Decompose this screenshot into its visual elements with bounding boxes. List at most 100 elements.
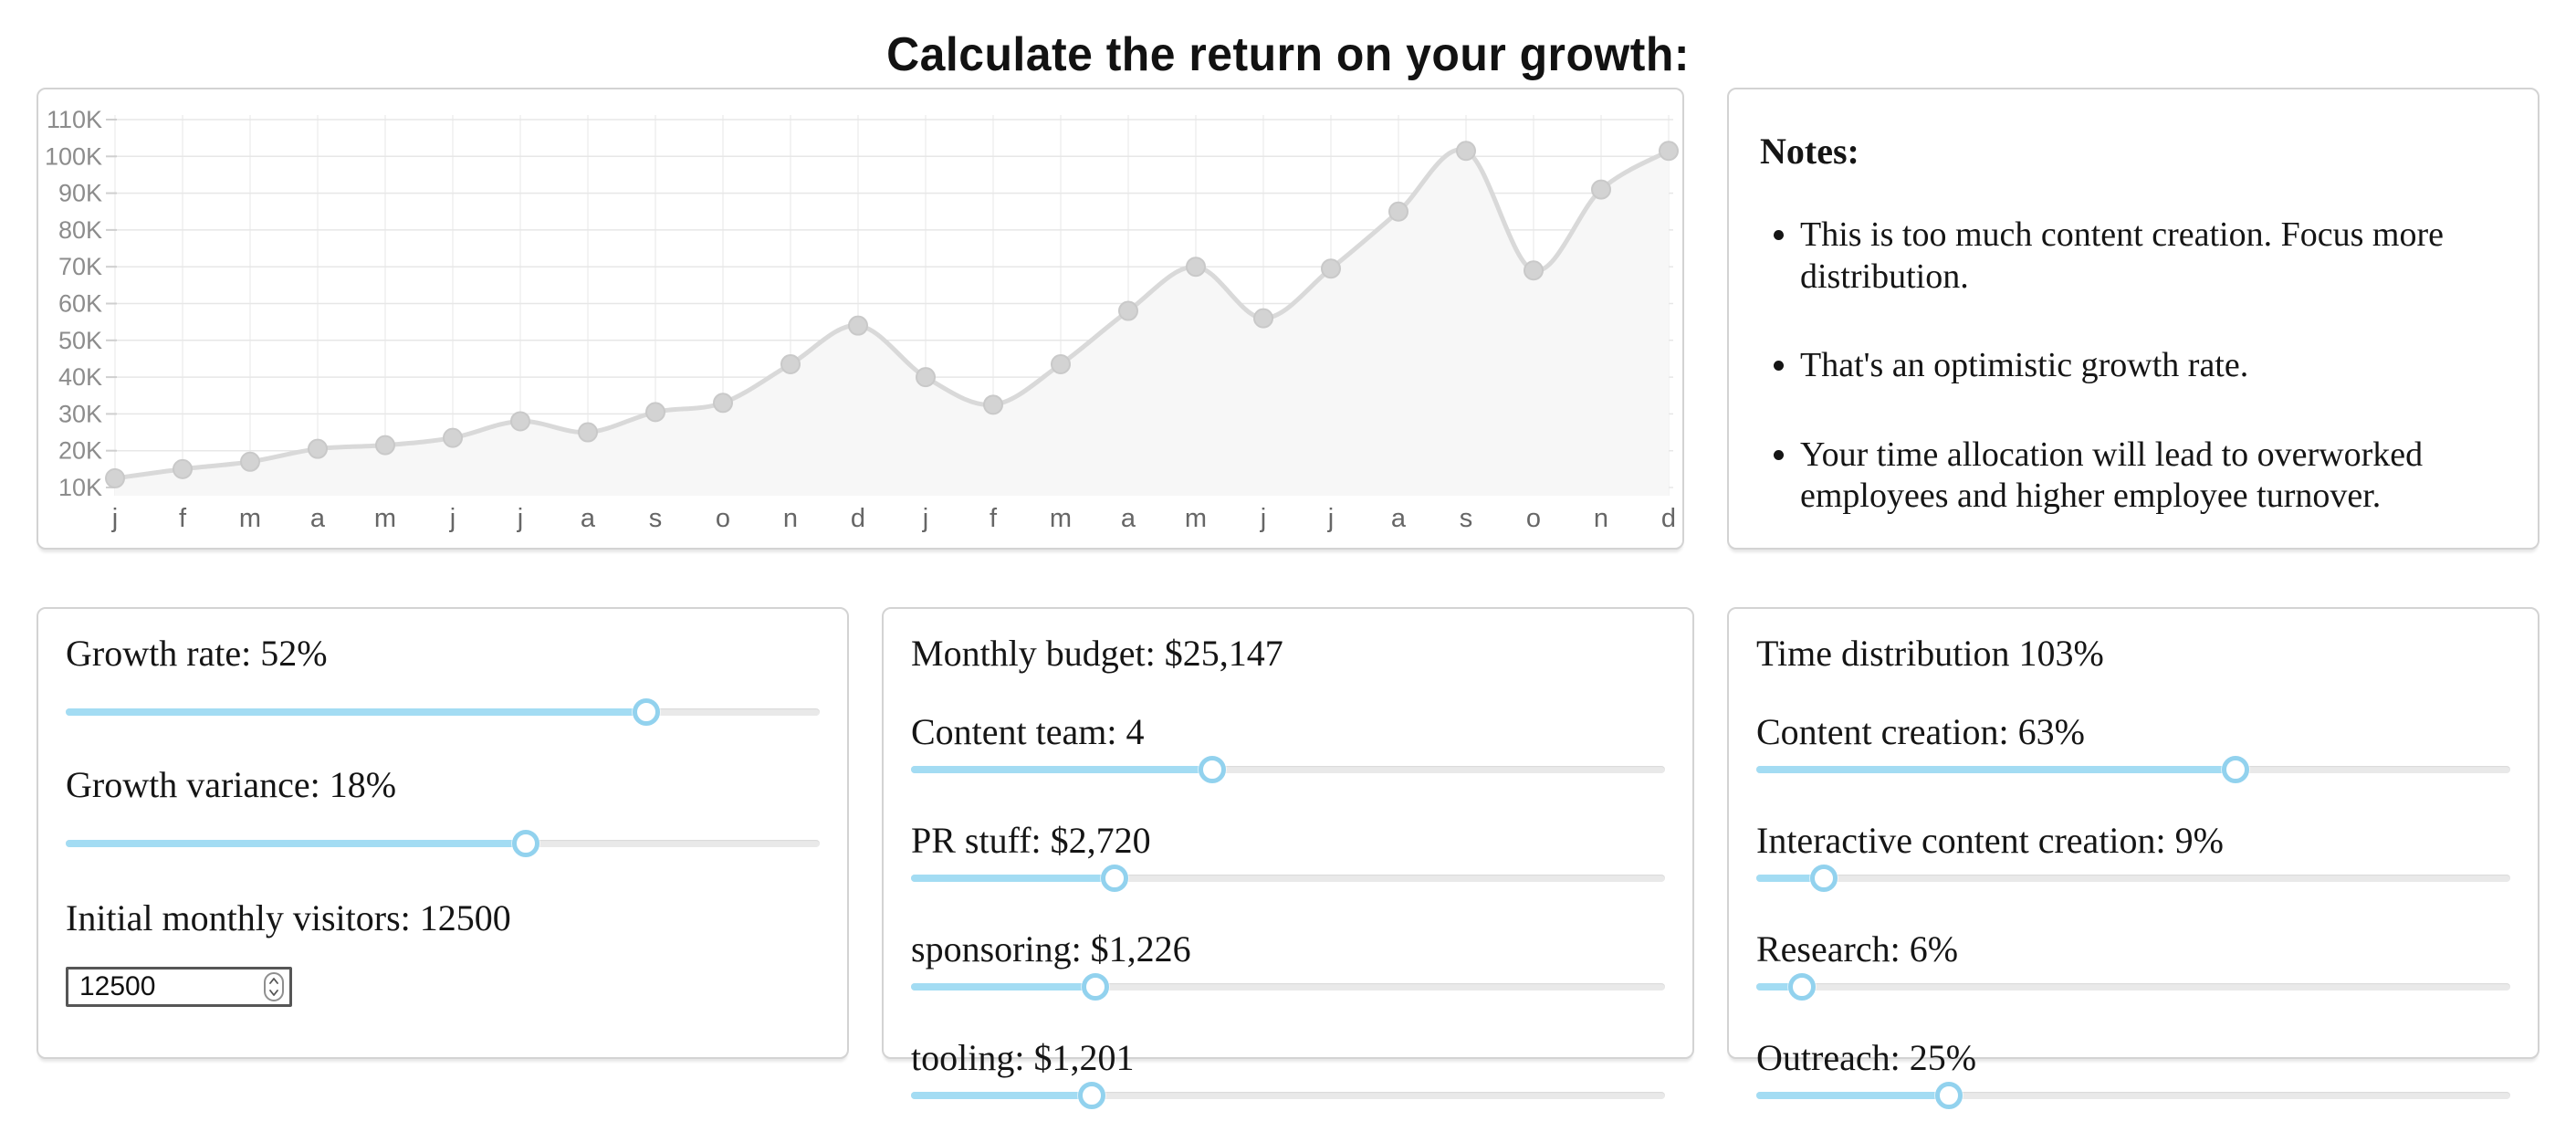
svg-text:d: d <box>851 504 865 533</box>
slider-track <box>1756 1092 2510 1099</box>
svg-text:f: f <box>990 504 998 533</box>
budget-panel: Monthly budget: $25,147 Content team: 4 … <box>882 607 1694 1109</box>
svg-text:60K: 60K <box>58 290 102 318</box>
slider-thumb[interactable] <box>633 698 661 726</box>
slider-fill <box>1756 983 1802 991</box>
initial-visitors-input[interactable] <box>66 967 292 1007</box>
growth-rate-label: Growth rate: 52% <box>66 633 328 674</box>
notes-heading: Notes: <box>1760 131 1859 172</box>
svg-text:j: j <box>111 504 118 533</box>
slider-thumb[interactable] <box>1787 973 1816 1001</box>
outreach-label: Outreach: 25% <box>1756 1037 1977 1078</box>
svg-text:j: j <box>449 504 456 533</box>
slider-thumb[interactable] <box>1078 1082 1106 1109</box>
slider-fill <box>911 875 1115 882</box>
svg-text:40K: 40K <box>58 363 102 391</box>
slider-thumb[interactable] <box>1934 1082 1963 1109</box>
time-distribution-panel: Time distribution 103% Content creation:… <box>1727 607 2539 1109</box>
content-team-label: Content team: 4 <box>911 711 1145 752</box>
svg-text:80K: 80K <box>58 216 102 244</box>
pr-stuff-label: PR stuff: $2,720 <box>911 820 1151 861</box>
research-slider[interactable] <box>1756 973 2510 1001</box>
content-creation-slider[interactable] <box>1756 756 2510 783</box>
growth-rate-slider[interactable] <box>66 698 820 726</box>
research-group: Research: 6% <box>1756 928 2510 1001</box>
interactive-content-group: Interactive content creation: 9% <box>1756 820 2510 892</box>
svg-text:j: j <box>1260 504 1266 533</box>
svg-text:o: o <box>716 504 730 533</box>
svg-text:70K: 70K <box>58 253 102 280</box>
content-team-group: Content team: 4 <box>911 711 1665 783</box>
slider-track <box>911 983 1665 991</box>
svg-text:90K: 90K <box>58 180 102 207</box>
slider-fill <box>911 983 1096 991</box>
slider-track <box>911 766 1665 773</box>
content-team-slider[interactable] <box>911 756 1665 783</box>
slider-thumb[interactable] <box>1101 865 1129 892</box>
pr-stuff-group: PR stuff: $2,720 <box>911 820 1665 892</box>
note-item: This is too much content creation. Focus… <box>1800 215 2510 298</box>
content-creation-label: Content creation: 63% <box>1756 711 2085 752</box>
pr-stuff-slider[interactable] <box>911 865 1665 892</box>
slider-fill <box>1756 875 1825 882</box>
svg-text:a: a <box>1391 504 1407 533</box>
svg-text:m: m <box>1185 504 1207 533</box>
sponsoring-slider[interactable] <box>911 973 1665 1001</box>
time-distribution-label: Time distribution 103% <box>1756 633 2104 674</box>
monthly-budget-label: Monthly budget: $25,147 <box>911 633 1283 674</box>
slider-fill <box>1756 1092 1949 1099</box>
svg-text:f: f <box>179 504 187 533</box>
svg-text:m: m <box>374 504 396 533</box>
outreach-slider[interactable] <box>1756 1082 2510 1109</box>
page-title: Calculate the return on your growth: <box>886 28 1690 81</box>
slider-track <box>1756 983 2510 991</box>
slider-thumb[interactable] <box>2221 756 2249 783</box>
growth-variance-label: Growth variance: 18% <box>66 764 397 805</box>
slider-thumb[interactable] <box>1810 865 1838 892</box>
svg-text:20K: 20K <box>58 437 102 465</box>
notes-panel: Notes: This is too much content creation… <box>1727 88 2539 550</box>
controls-row: Growth rate: 52% Growth variance: 18% In… <box>37 607 2539 1109</box>
sponsoring-label: sponsoring: $1,226 <box>911 928 1191 970</box>
svg-text:a: a <box>1121 504 1136 533</box>
svg-text:s: s <box>649 504 663 533</box>
slider-fill <box>66 840 526 847</box>
svg-text:a: a <box>310 504 326 533</box>
slider-thumb[interactable] <box>1082 973 1110 1001</box>
svg-text:50K: 50K <box>58 327 102 354</box>
growth-variance-slider[interactable] <box>66 830 820 857</box>
interactive-content-label: Interactive content creation: 9% <box>1756 820 2224 861</box>
interactive-content-slider[interactable] <box>1756 865 2510 892</box>
svg-text:m: m <box>239 504 261 533</box>
slider-fill <box>1756 766 2236 773</box>
svg-text:10K: 10K <box>58 474 102 501</box>
slider-track <box>911 875 1665 882</box>
growth-chart: 10K 20K 30K 40K 50K 60K 70K 80K 90K 100K 110K j f m a m… <box>45 106 1679 533</box>
number-stepper[interactable] <box>264 972 284 1001</box>
svg-text:j: j <box>1327 504 1334 533</box>
stepper-up-down-icon <box>269 978 278 996</box>
content-creation-group: Content creation: 63% <box>1756 711 2510 783</box>
top-row: 10K 20K 30K 40K 50K 60K 70K 80K 90K 100K 110K j f m a m… <box>37 88 2539 550</box>
sponsoring-group: sponsoring: $1,226 <box>911 928 1665 1001</box>
svg-text:s: s <box>1460 504 1473 533</box>
svg-text:n: n <box>1594 504 1608 533</box>
slider-track <box>1756 875 2510 882</box>
slider-thumb[interactable] <box>1199 756 1227 783</box>
tooling-slider[interactable] <box>911 1082 1665 1109</box>
svg-text:n: n <box>783 504 798 533</box>
slider-fill <box>911 766 1213 773</box>
growth-settings-panel: Growth rate: 52% Growth variance: 18% In… <box>37 607 849 1059</box>
tooling-group: tooling: $1,201 <box>911 1037 1665 1109</box>
slider-thumb[interactable] <box>511 830 539 857</box>
slider-fill <box>911 1092 1093 1099</box>
research-label: Research: 6% <box>1756 928 1959 970</box>
initial-visitors-input-wrap <box>66 967 292 1007</box>
slider-fill <box>66 708 647 716</box>
svg-text:j: j <box>922 504 928 533</box>
note-item: Your time allocation will lead to overwo… <box>1800 435 2510 518</box>
slider-track <box>911 1092 1665 1099</box>
svg-text:o: o <box>1526 504 1541 533</box>
growth-chart-panel: 10K 20K 30K 40K 50K 60K 70K 80K 90K 100K 110K j f m a m… <box>37 88 1684 550</box>
